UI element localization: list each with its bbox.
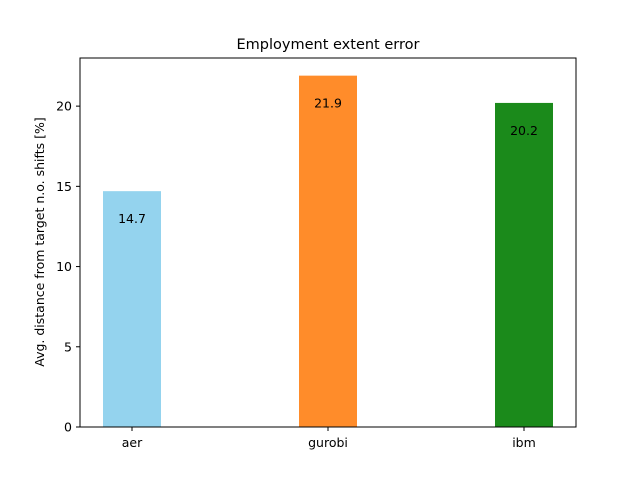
bars	[103, 75, 553, 427]
y-tick-label-20: 20	[56, 99, 72, 114]
y-tick-label-5: 5	[64, 339, 72, 354]
bar-value-label-aer: 14.7	[118, 211, 146, 226]
x-tick-label-aer: aer	[122, 435, 143, 450]
bar-gurobi	[299, 75, 357, 427]
bar-aer	[103, 191, 161, 427]
bar-ibm	[495, 102, 553, 427]
y-tick-label-10: 10	[56, 259, 72, 274]
y-axis: 0 5 10 15 20	[56, 99, 80, 435]
bar-value-label-ibm: 20.2	[510, 123, 538, 138]
bar-value-labels: 14.7 21.9 20.2	[118, 96, 538, 227]
y-tick-label-15: 15	[56, 179, 72, 194]
chart-title: Employment extent error	[237, 37, 420, 53]
x-axis: aer gurobi ibm	[122, 427, 536, 450]
y-tick-label-0: 0	[64, 420, 72, 435]
x-tick-label-ibm: ibm	[512, 435, 536, 450]
y-axis-label: Avg. distance from target n.o. shifts [%…	[32, 117, 47, 366]
x-tick-label-gurobi: gurobi	[308, 435, 348, 450]
bar-value-label-gurobi: 21.9	[314, 96, 342, 111]
